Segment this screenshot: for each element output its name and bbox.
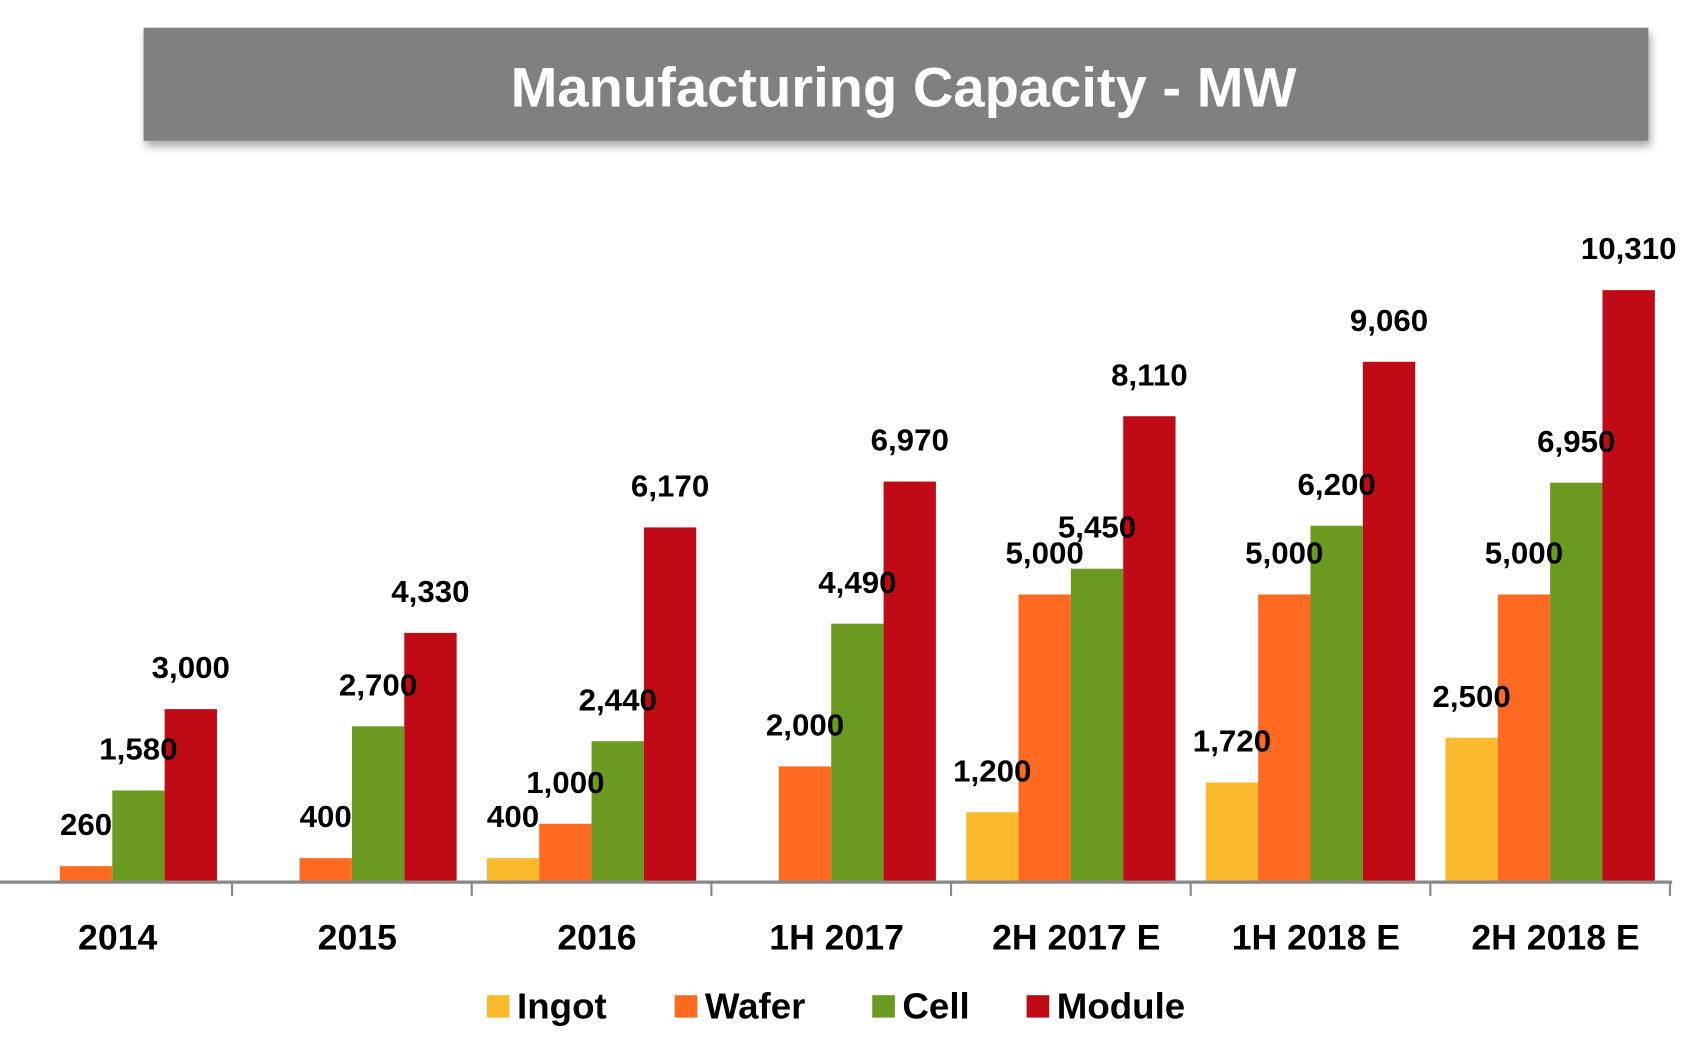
data-label: 4,330 <box>391 574 469 609</box>
data-label: 6,170 <box>631 469 709 504</box>
bar-cell-2016 <box>591 741 644 882</box>
title-background <box>143 27 1649 141</box>
legend-swatch <box>872 995 895 1018</box>
data-label: 6,200 <box>1298 467 1376 502</box>
bar-module-2016 <box>643 527 697 882</box>
bar-wafer-2h-2017-e <box>1018 594 1071 882</box>
x-tick-label: 2016 <box>557 918 636 958</box>
bar-module-1h-2018-e <box>1362 361 1416 882</box>
legend-item-cell: Cell <box>872 986 970 1027</box>
data-label: 2,440 <box>579 682 657 717</box>
bar-cell-2h-2017-e <box>1070 568 1124 882</box>
legend-label: Ingot <box>517 986 607 1027</box>
bar-wafer-2014 <box>59 866 113 882</box>
data-label: 6,950 <box>1537 424 1615 459</box>
bar-ingot-2h-2018-e <box>1445 737 1498 882</box>
bars <box>59 290 1655 882</box>
data-label: 8,110 <box>1111 357 1188 392</box>
data-label: 6,970 <box>871 423 949 458</box>
x-tick-label: 1H 2017 <box>769 918 904 958</box>
x-tick-label: 2H 2017 E <box>992 918 1160 958</box>
data-label: 5,000 <box>1006 536 1084 571</box>
bar-cell-1h-2017 <box>831 623 884 882</box>
bar-wafer-1h-2018-e <box>1258 594 1311 882</box>
bar-module-2h-2017-e <box>1123 416 1176 882</box>
data-label: 1,200 <box>953 754 1031 789</box>
x-axis: 2014 2015 2016 1H 2017 2H 2017 E 1H 2018 E 2H … <box>0 880 1673 958</box>
data-label: 9,060 <box>1350 303 1428 338</box>
bar-ingot-1h-2018-e <box>1205 782 1259 882</box>
chart-title: Manufacturing Capacity - MW <box>511 56 1297 119</box>
bar-cell-2014 <box>112 790 165 882</box>
bar-module-2015 <box>404 632 457 882</box>
data-label: 4,490 <box>818 565 896 600</box>
legend-item-wafer: Wafer <box>674 986 806 1027</box>
data-label: 5,450 <box>1058 510 1136 545</box>
x-tick-label: 2H 2018 E <box>1471 918 1639 958</box>
x-tick-label: 2014 <box>78 918 158 958</box>
bar-ingot-2016 <box>486 858 540 882</box>
data-label: 400 <box>487 799 539 834</box>
title-banner: Manufacturing Capacity - MW <box>143 27 1649 141</box>
data-label: 260 <box>60 807 112 842</box>
legend: Ingot Wafer Cell Module <box>486 986 1185 1027</box>
bar-module-2h-2018-e <box>1602 290 1655 882</box>
data-label: 3,000 <box>152 650 230 685</box>
x-tick-label: 1H 2018 E <box>1232 918 1400 958</box>
bar-wafer-2h-2018-e <box>1497 594 1551 882</box>
data-labels: 2601,5803,0004002,7004,3304001,0002,4406… <box>60 231 1677 842</box>
data-label: 5,000 <box>1245 536 1323 571</box>
data-label: 1,000 <box>526 765 604 800</box>
bar-wafer-2016 <box>539 823 592 882</box>
bar-ingot-2h-2017-e <box>966 812 1019 882</box>
legend-item-module: Module <box>1026 986 1185 1027</box>
bar-cell-2h-2018-e <box>1550 482 1603 882</box>
legend-label: Module <box>1057 986 1185 1027</box>
bar-wafer-1h-2017 <box>778 766 832 882</box>
legend-swatch <box>486 995 510 1018</box>
bar-module-2014 <box>164 709 217 882</box>
data-label: 2,000 <box>766 708 844 743</box>
x-tick-label: 2015 <box>318 918 397 958</box>
bar-wafer-2015 <box>299 858 352 882</box>
data-label: 400 <box>300 799 352 834</box>
data-label: 10,310 <box>1581 231 1677 266</box>
legend-swatch <box>674 995 698 1018</box>
legend-label: Wafer <box>705 986 806 1027</box>
legend-item-ingot: Ingot <box>486 986 607 1027</box>
legend-label: Cell <box>902 986 969 1027</box>
data-label: 1,720 <box>1193 724 1271 759</box>
data-label: 5,000 <box>1485 536 1563 571</box>
data-label: 2,500 <box>1432 679 1510 714</box>
bar-cell-1h-2018-e <box>1310 525 1363 882</box>
bar-cell-2015 <box>351 726 405 882</box>
data-label: 1,580 <box>99 732 177 767</box>
bar-module-1h-2017 <box>883 481 936 882</box>
legend-swatch <box>1026 995 1050 1018</box>
data-label: 2,700 <box>339 668 417 703</box>
